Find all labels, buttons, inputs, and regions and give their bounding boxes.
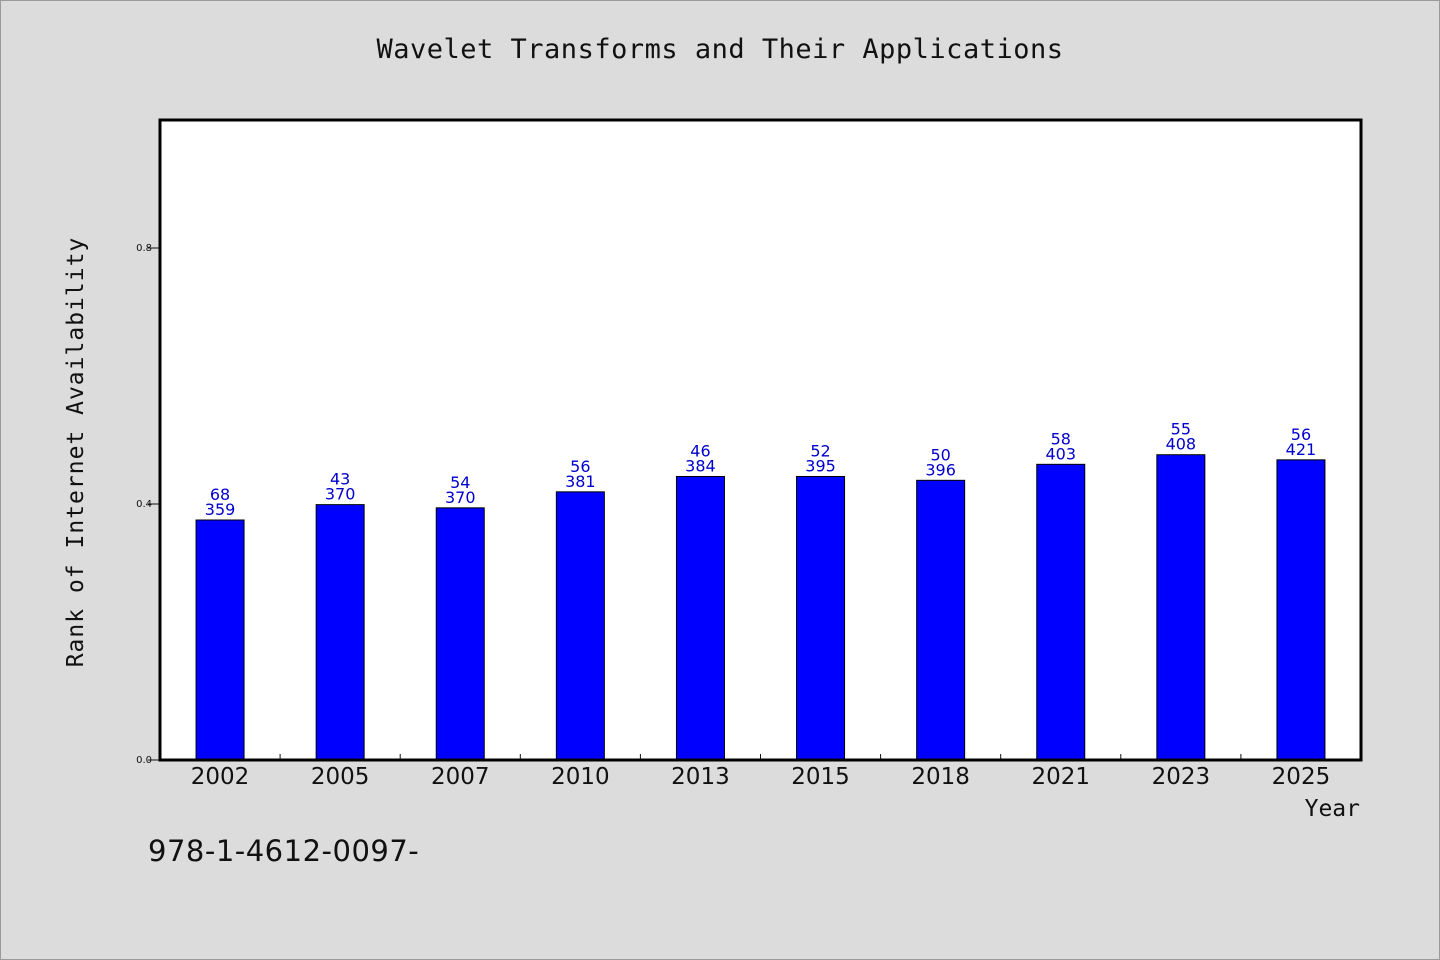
x-tick-label: 2023 <box>1152 764 1211 790</box>
bar <box>916 479 966 761</box>
x-tick-label: 2013 <box>671 764 730 790</box>
bar-value-label: 408 <box>1166 435 1197 454</box>
y-tick-label: 0.4 <box>136 499 152 510</box>
x-axis-label: Year <box>1304 796 1360 822</box>
x-tick-label: 2021 <box>1031 764 1090 790</box>
bar-value-label: 370 <box>445 488 476 507</box>
bar-value-label: 384 <box>685 456 716 475</box>
bar-value-label: 359 <box>205 500 236 519</box>
bar-count-label: 68 <box>210 485 230 504</box>
bar <box>435 507 485 761</box>
x-tick-label: 2015 <box>791 764 850 790</box>
bar-count-label: 52 <box>810 441 830 460</box>
bar <box>1156 454 1206 761</box>
x-tick-label: 2002 <box>191 764 250 790</box>
bar-count-label: 56 <box>570 457 590 476</box>
bar-count-label: 58 <box>1051 429 1071 448</box>
bar-count-label: 46 <box>690 441 710 460</box>
chart-title: Wavelet Transforms and Their Application… <box>376 34 1064 65</box>
bar-count-label: 56 <box>1291 425 1311 444</box>
x-tick-label: 2007 <box>431 764 490 790</box>
bar <box>1036 463 1086 761</box>
bar-value-label: 381 <box>565 472 596 491</box>
isbn-footer: 978-1-4612-0097- <box>148 834 420 868</box>
bar-value-label: 370 <box>325 485 356 504</box>
x-tick-label: 2010 <box>551 764 610 790</box>
bar-count-label: 55 <box>1171 420 1191 439</box>
bar <box>555 491 605 761</box>
bar <box>195 519 245 761</box>
bar <box>315 504 365 761</box>
bar-count-label: 54 <box>450 473 470 492</box>
bar <box>1276 459 1326 761</box>
y-tick-label: 0.0 <box>136 755 152 766</box>
bar-value-label: 403 <box>1045 444 1076 463</box>
bar <box>675 475 725 761</box>
bar-value-label: 396 <box>925 460 956 479</box>
bar-value-label: 421 <box>1286 440 1317 459</box>
x-tick-label: 2005 <box>311 764 370 790</box>
bar-count-label: 43 <box>330 470 350 489</box>
x-tick-label: 2025 <box>1272 764 1331 790</box>
bar-count-label: 50 <box>930 445 950 464</box>
bar <box>796 475 846 761</box>
y-tick-label: 0.8 <box>136 243 152 254</box>
bar-value-label: 395 <box>805 456 836 475</box>
x-tick-label: 2018 <box>911 764 970 790</box>
plot-border <box>158 118 1363 762</box>
